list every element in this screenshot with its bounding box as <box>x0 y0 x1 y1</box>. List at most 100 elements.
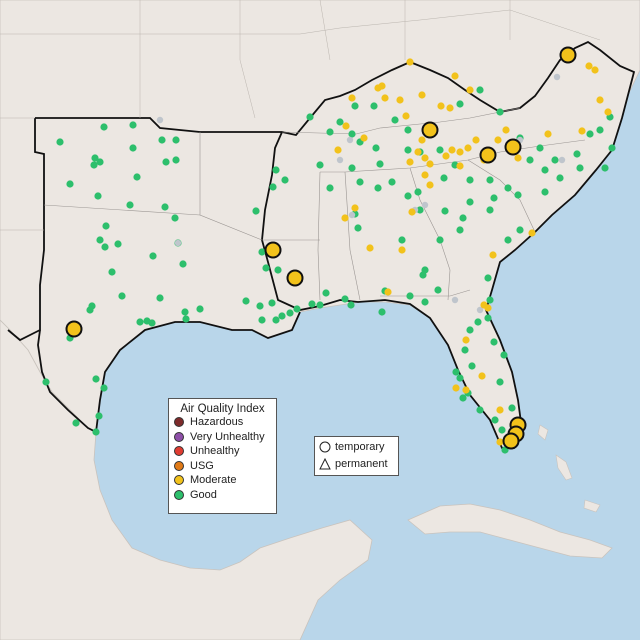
good-station[interactable] <box>486 296 494 304</box>
moderate-station[interactable] <box>381 94 389 102</box>
good-station[interactable] <box>347 301 355 309</box>
good-station[interactable] <box>293 305 301 313</box>
unclassified-station[interactable] <box>476 306 484 314</box>
good-station[interactable] <box>504 236 512 244</box>
moderate-station[interactable] <box>462 386 470 394</box>
moderate-station[interactable] <box>351 204 359 212</box>
good-station[interactable] <box>573 150 581 158</box>
good-station[interactable] <box>158 136 166 144</box>
good-station[interactable] <box>496 108 504 116</box>
moderate-station[interactable] <box>378 82 386 90</box>
good-station[interactable] <box>491 416 499 424</box>
good-station[interactable] <box>322 289 330 297</box>
good-station[interactable] <box>94 192 102 200</box>
good-station[interactable] <box>129 144 137 152</box>
good-station[interactable] <box>596 126 604 134</box>
good-station[interactable] <box>456 100 464 108</box>
good-station[interactable] <box>404 146 412 154</box>
good-station[interactable] <box>398 236 406 244</box>
moderate-station[interactable] <box>446 104 454 112</box>
good-station[interactable] <box>456 226 464 234</box>
good-station[interactable] <box>514 191 522 199</box>
good-station[interactable] <box>416 206 424 214</box>
good-station[interactable] <box>118 292 126 300</box>
moderate-station[interactable] <box>466 86 474 94</box>
good-station[interactable] <box>286 309 294 317</box>
moderate-station[interactable] <box>448 146 456 154</box>
unclassified-station[interactable] <box>451 296 459 304</box>
good-station[interactable] <box>96 158 104 166</box>
good-station[interactable] <box>356 178 364 186</box>
good-station[interactable] <box>133 173 141 181</box>
good-station[interactable] <box>466 176 474 184</box>
good-station[interactable] <box>526 156 534 164</box>
good-station[interactable] <box>576 164 584 172</box>
good-station[interactable] <box>459 214 467 222</box>
moderate-station[interactable] <box>348 94 356 102</box>
moderate-station[interactable] <box>418 136 426 144</box>
unclassified-station[interactable] <box>553 73 561 81</box>
good-station[interactable] <box>500 351 508 359</box>
good-station[interactable] <box>172 156 180 164</box>
moderate-station[interactable] <box>408 208 416 216</box>
good-station[interactable] <box>272 166 280 174</box>
moderate-temporary-station[interactable] <box>65 320 83 338</box>
good-station[interactable] <box>278 312 286 320</box>
good-station[interactable] <box>391 116 399 124</box>
good-station[interactable] <box>72 419 80 427</box>
good-station[interactable] <box>90 161 98 169</box>
good-station[interactable] <box>348 164 356 172</box>
good-station[interactable] <box>376 160 384 168</box>
moderate-station[interactable] <box>426 181 434 189</box>
good-station[interactable] <box>258 316 266 324</box>
moderate-station[interactable] <box>502 126 510 134</box>
moderate-station[interactable] <box>596 96 604 104</box>
good-station[interactable] <box>162 158 170 166</box>
good-station[interactable] <box>476 86 484 94</box>
good-station[interactable] <box>42 378 50 386</box>
good-station[interactable] <box>272 316 280 324</box>
moderate-station[interactable] <box>472 136 480 144</box>
good-station[interactable] <box>100 384 108 392</box>
unclassified-station[interactable] <box>336 156 344 164</box>
moderate-station[interactable] <box>585 62 593 70</box>
moderate-station[interactable] <box>478 372 486 380</box>
good-station[interactable] <box>171 214 179 222</box>
moderate-station[interactable] <box>496 406 504 414</box>
good-station[interactable] <box>256 302 264 310</box>
good-station[interactable] <box>434 286 442 294</box>
good-station[interactable] <box>476 406 484 414</box>
good-station[interactable] <box>378 308 386 316</box>
moderate-temporary-station[interactable] <box>264 241 282 259</box>
good-station[interactable] <box>316 301 324 309</box>
good-station[interactable] <box>149 252 157 260</box>
good-station[interactable] <box>601 164 609 172</box>
good-station[interactable] <box>541 166 549 174</box>
moderate-station[interactable] <box>544 130 552 138</box>
good-station[interactable] <box>541 188 549 196</box>
good-station[interactable] <box>466 326 474 334</box>
good-station[interactable] <box>101 243 109 251</box>
good-station[interactable] <box>496 378 504 386</box>
good-station[interactable] <box>388 178 396 186</box>
unclassified-station[interactable] <box>174 239 182 247</box>
good-station[interactable] <box>136 318 144 326</box>
good-station[interactable] <box>556 174 564 182</box>
moderate-station[interactable] <box>406 158 414 166</box>
good-station[interactable] <box>91 154 99 162</box>
good-station[interactable] <box>490 338 498 346</box>
good-station[interactable] <box>252 207 260 215</box>
moderate-station[interactable] <box>456 162 464 170</box>
good-station[interactable] <box>436 236 444 244</box>
good-station[interactable] <box>316 161 324 169</box>
moderate-station[interactable] <box>421 171 429 179</box>
moderate-temporary-station[interactable] <box>502 432 520 450</box>
good-station[interactable] <box>586 130 594 138</box>
good-station[interactable] <box>268 299 276 307</box>
moderate-station[interactable] <box>421 154 429 162</box>
moderate-station[interactable] <box>360 134 368 142</box>
good-station[interactable] <box>66 180 74 188</box>
moderate-station[interactable] <box>514 154 522 162</box>
moderate-station[interactable] <box>341 214 349 222</box>
